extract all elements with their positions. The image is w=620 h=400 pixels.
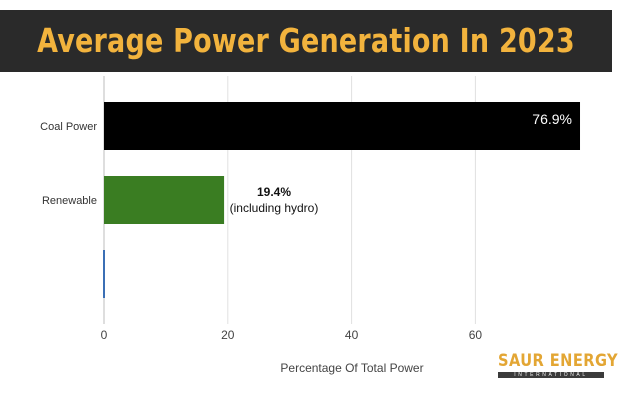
- x-tick-label-60: 60: [469, 328, 483, 342]
- logo-tagline: INTERNATIONAL: [498, 372, 604, 378]
- data-label-renewable: 19.4%: [257, 185, 291, 199]
- category-label: Renewable: [42, 195, 97, 207]
- bar-coal-power: [104, 102, 581, 150]
- x-tick-label-40: 40: [345, 328, 359, 342]
- x-axis-title: Percentage Of Total Power: [280, 361, 423, 375]
- annotation-hydro: (including hydro): [230, 201, 319, 215]
- category-label: Coal Power: [40, 121, 97, 133]
- data-label-coal: 76.9%: [532, 111, 572, 127]
- bar-chart: 0 20 40 60 Coal Power Renewable 76.9% 19.4% (inc…: [40, 76, 581, 375]
- logo-wordmark: SAUR ENERGY: [498, 351, 619, 371]
- bar-renewable: [104, 176, 225, 224]
- chart-title: Average Power Generation In 2023: [37, 22, 575, 60]
- x-tick-label-20: 20: [221, 328, 235, 342]
- saur-energy-logo: SAUR ENERGY INTERNATIONAL: [498, 351, 619, 378]
- title-banner: Average Power Generation In 2023: [0, 10, 612, 72]
- bar-empty: [103, 250, 105, 298]
- x-tick-label-0: 0: [101, 328, 108, 342]
